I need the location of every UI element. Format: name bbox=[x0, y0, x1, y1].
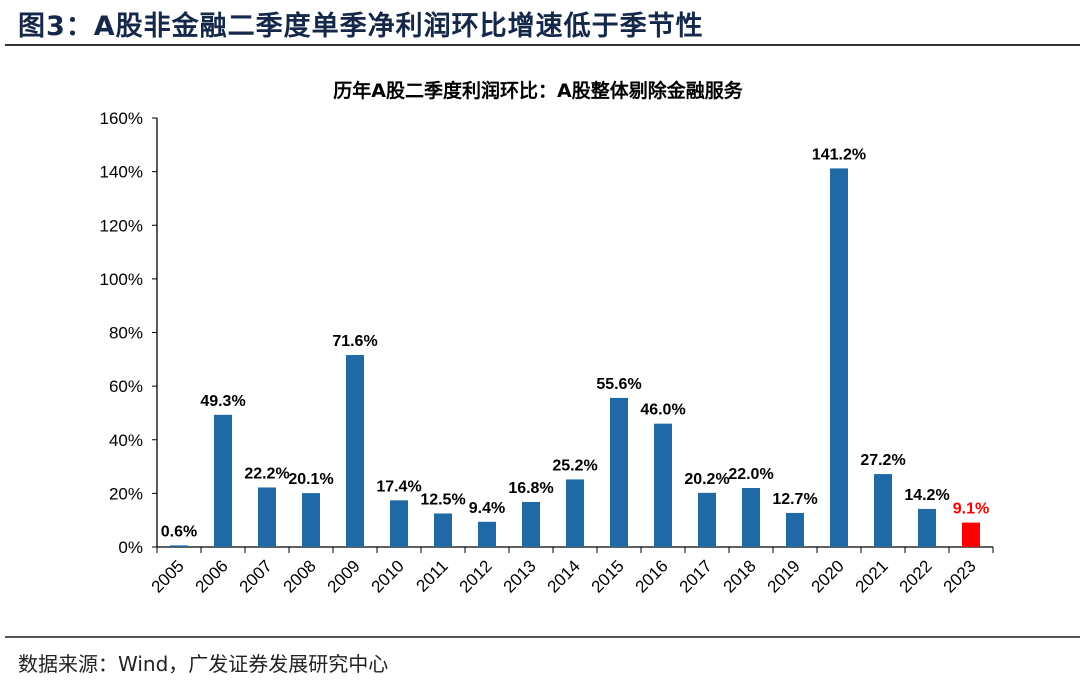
bar-2010 bbox=[390, 500, 408, 547]
title-divider bbox=[5, 44, 1080, 46]
bar-2007 bbox=[258, 487, 276, 547]
x-tick-label: 2008 bbox=[280, 556, 320, 596]
data-label-2023: 9.1% bbox=[953, 501, 989, 518]
data-label-2021: 27.2% bbox=[860, 452, 905, 469]
x-tick-label: 2013 bbox=[500, 556, 540, 596]
bars bbox=[170, 168, 980, 547]
x-tick-label: 2015 bbox=[588, 556, 628, 596]
data-label-2014: 25.2% bbox=[552, 457, 597, 474]
bar-2008 bbox=[302, 493, 320, 547]
data-label-2022: 14.2% bbox=[904, 487, 949, 504]
x-tick-label: 2021 bbox=[852, 556, 892, 596]
bar-2009 bbox=[346, 355, 364, 547]
x-axis: 2005 2006 2007 2008 2009 2010 2011 2012 2013 2014… bbox=[148, 546, 994, 597]
x-tick-label: 2018 bbox=[720, 556, 760, 596]
data-label-2015: 55.6% bbox=[596, 376, 641, 393]
x-tick-label: 2014 bbox=[544, 556, 584, 596]
bar-2005 bbox=[170, 545, 188, 547]
data-label-2005: 0.6% bbox=[161, 523, 197, 540]
bar-2021 bbox=[874, 474, 892, 547]
bar-2023 bbox=[962, 522, 980, 547]
bar-2019 bbox=[786, 512, 804, 547]
x-tick-label: 2006 bbox=[192, 556, 232, 596]
x-tick-label: 2011 bbox=[413, 556, 452, 595]
y-tick-label: 60% bbox=[109, 377, 143, 396]
y-tick-label: 140% bbox=[100, 163, 143, 182]
data-label-2017: 20.2% bbox=[684, 471, 729, 488]
y-tick-label: 40% bbox=[109, 431, 143, 450]
y-tick-label: 100% bbox=[100, 270, 143, 289]
data-label-2019: 12.7% bbox=[772, 491, 817, 508]
data-label-2011: 12.5% bbox=[420, 491, 465, 508]
data-label-2018: 22.0% bbox=[728, 466, 773, 483]
data-label-2016: 46.0% bbox=[640, 402, 685, 419]
x-tick-label: 2019 bbox=[764, 556, 804, 596]
bar-2015 bbox=[610, 397, 628, 547]
data-label-2012: 9.4% bbox=[469, 500, 505, 517]
source-note: 数据来源：Wind，广发证券发展研究中心 bbox=[18, 652, 389, 676]
data-label-2020: 141.2% bbox=[812, 146, 866, 163]
data-label-2013: 16.8% bbox=[508, 480, 553, 497]
x-tick-label: 2010 bbox=[368, 556, 408, 596]
data-label-2009: 71.6% bbox=[332, 333, 377, 350]
figure-title: 图3：A股非金融二季度单季净利润环比增速低于季节性 bbox=[18, 11, 704, 42]
bar-2012 bbox=[478, 521, 496, 547]
data-labels: 0.6% 49.3% 22.2%20.1% 71.6% 17.4%12.5% 9.4%16… bbox=[161, 146, 989, 540]
bar-2006 bbox=[214, 414, 232, 547]
x-tick-label: 2017 bbox=[676, 556, 716, 596]
bar-2020 bbox=[830, 168, 848, 547]
x-tick-label: 2023 bbox=[940, 556, 980, 596]
x-tick-label: 2009 bbox=[324, 556, 364, 596]
bar-2011 bbox=[434, 513, 452, 547]
chart-title: 历年A股二季度利润环比：A股整体剔除金融服务 bbox=[333, 79, 743, 102]
bar-2018 bbox=[742, 488, 760, 547]
y-tick-label: 80% bbox=[109, 324, 143, 343]
y-tick-label: 20% bbox=[109, 484, 143, 503]
y-tick-label: 160% bbox=[100, 109, 143, 128]
x-tick-label: 2016 bbox=[632, 556, 672, 596]
y-axis: 0% 20% 40% 60% 80% 100% 120% 140% 160% bbox=[100, 109, 158, 557]
bar-2017 bbox=[698, 492, 716, 547]
data-label-2010: 17.4% bbox=[376, 478, 421, 495]
x-tick-label: 2007 bbox=[236, 556, 276, 596]
source-divider bbox=[5, 636, 1080, 638]
y-tick-label: 120% bbox=[100, 216, 143, 235]
x-tick-label: 2020 bbox=[808, 556, 848, 596]
x-tick-label: 2012 bbox=[456, 556, 496, 596]
data-label-2007: 22.2% bbox=[244, 465, 289, 482]
bar-2013 bbox=[522, 501, 540, 547]
bar-2022 bbox=[918, 508, 936, 547]
y-tick-label: 0% bbox=[118, 538, 143, 557]
data-label-2006: 49.3% bbox=[200, 393, 245, 410]
bar-2014 bbox=[566, 479, 584, 547]
x-tick-label: 2005 bbox=[148, 556, 188, 596]
data-label-2008: 20.1% bbox=[288, 471, 333, 488]
bar-2016 bbox=[654, 423, 672, 547]
x-tick-label: 2022 bbox=[896, 556, 936, 596]
